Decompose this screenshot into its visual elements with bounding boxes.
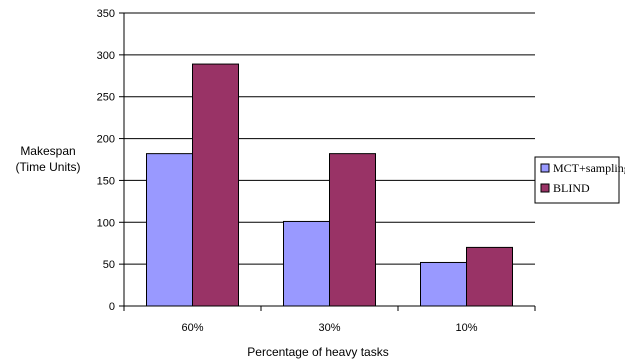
bars xyxy=(146,63,513,307)
legend: MCT+sampling BLIND xyxy=(534,156,625,204)
legend-label: BLIND xyxy=(553,181,590,195)
y-tick-label: 150 xyxy=(97,175,115,187)
legend-swatch xyxy=(540,163,550,173)
y-tick-label: 250 xyxy=(97,92,115,104)
y-tick-label: 50 xyxy=(103,259,115,271)
x-tick-label: 10% xyxy=(455,322,477,334)
axes: 0 50 100 150 200 250 300 350 60% 30% 10% xyxy=(97,8,536,334)
legend-swatch xyxy=(540,183,550,193)
x-tick-label: 60% xyxy=(181,322,203,334)
bar-blind-0 xyxy=(192,63,239,307)
legend-label: MCT+sampling xyxy=(553,161,625,175)
y-axis-title-line-2: (Time Units) xyxy=(16,160,81,174)
bar-mct-sampling-1 xyxy=(283,220,330,307)
y-tick-label: 300 xyxy=(97,50,115,62)
y-tick-label: 0 xyxy=(109,301,115,313)
bar-blind-2 xyxy=(466,246,513,307)
bar-blind-1 xyxy=(329,153,376,307)
x-tick-label: 30% xyxy=(318,322,340,334)
y-tick-label: 100 xyxy=(97,217,115,229)
y-axis-title-line-1: Makespan xyxy=(20,144,75,158)
x-axis-title: Percentage of heavy tasks xyxy=(247,345,388,359)
bar-mct-sampling-0 xyxy=(146,153,193,307)
bar-mct-sampling-2 xyxy=(420,261,467,307)
y-tick-label: 200 xyxy=(97,134,115,146)
y-tick-label: 350 xyxy=(97,8,115,20)
